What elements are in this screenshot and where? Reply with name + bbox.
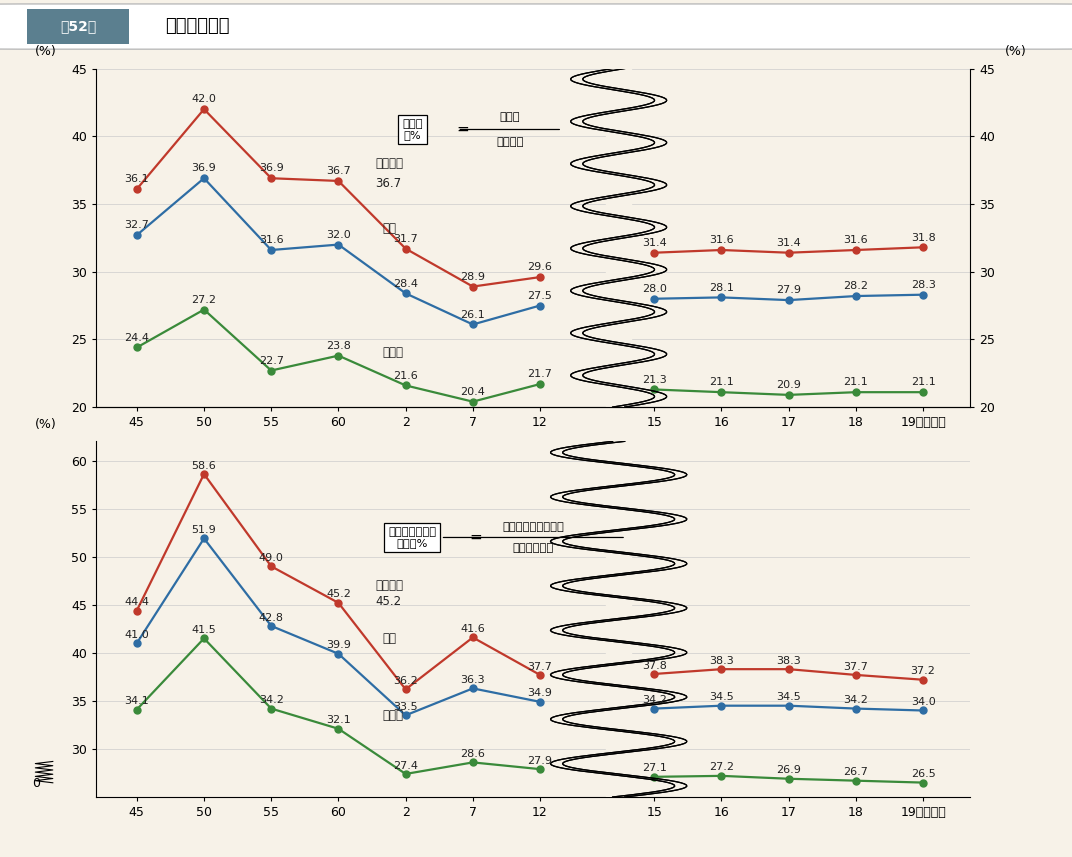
Text: 27.5: 27.5	[527, 291, 552, 301]
Text: 20.9: 20.9	[776, 381, 801, 390]
Text: 34.2: 34.2	[844, 695, 868, 705]
Text: 32.0: 32.0	[326, 230, 351, 240]
Text: 28.4: 28.4	[393, 279, 418, 289]
Text: 45.2: 45.2	[375, 596, 402, 608]
Text: 31.6: 31.6	[844, 236, 868, 245]
Text: 33.5: 33.5	[393, 702, 418, 712]
Text: 28.6: 28.6	[460, 749, 486, 759]
Text: 44.4: 44.4	[124, 597, 149, 607]
Text: 人件費: 人件費	[500, 112, 520, 122]
Text: 34.2: 34.2	[642, 695, 667, 705]
Text: 21.1: 21.1	[709, 377, 734, 387]
Text: 人件費充当一般財源: 人件費充当一般財源	[503, 522, 564, 532]
Text: (%): (%)	[35, 45, 57, 58]
Text: 26.7: 26.7	[844, 767, 868, 777]
Text: 21.6: 21.6	[393, 371, 418, 381]
Text: 31.8: 31.8	[911, 232, 936, 243]
Text: 純計: 純計	[382, 632, 397, 645]
Text: 37.7: 37.7	[527, 662, 552, 672]
Text: 都道府県: 都道府県	[375, 579, 403, 592]
Text: 36.9: 36.9	[192, 164, 217, 173]
Text: 26.9: 26.9	[776, 765, 801, 776]
Text: 27.2: 27.2	[192, 295, 217, 305]
Text: 純計: 純計	[382, 222, 397, 235]
Text: 49.0: 49.0	[258, 553, 284, 563]
Text: 34.2: 34.2	[258, 695, 284, 705]
Text: (%): (%)	[1006, 45, 1027, 58]
Text: =: =	[457, 122, 470, 137]
Text: 37.7: 37.7	[844, 662, 868, 672]
Text: 21.1: 21.1	[911, 377, 936, 387]
Text: 第52図: 第52図	[60, 19, 96, 33]
Text: 37.2: 37.2	[911, 667, 936, 676]
Text: 34.9: 34.9	[527, 688, 552, 698]
Text: 36.2: 36.2	[393, 676, 418, 686]
Text: 27.1: 27.1	[642, 764, 667, 774]
Text: 28.1: 28.1	[709, 283, 734, 292]
Text: 37.8: 37.8	[642, 661, 667, 671]
Text: 21.7: 21.7	[527, 369, 552, 380]
Text: 42.0: 42.0	[192, 94, 217, 105]
Text: 0: 0	[32, 777, 40, 790]
Text: 27.2: 27.2	[709, 763, 734, 772]
Text: 20.4: 20.4	[460, 387, 486, 397]
Bar	[606, 69, 631, 407]
Text: 41.0: 41.0	[124, 630, 149, 640]
Text: =: =	[470, 530, 482, 545]
Text: 31.4: 31.4	[776, 238, 801, 248]
Text: 24.4: 24.4	[124, 333, 149, 343]
Text: 34.0: 34.0	[911, 697, 936, 707]
Text: 27.9: 27.9	[527, 756, 552, 766]
Text: 36.7: 36.7	[375, 177, 402, 190]
Text: 31.6: 31.6	[710, 236, 734, 245]
Text: 38.3: 38.3	[709, 656, 734, 666]
Text: 36.9: 36.9	[258, 164, 284, 173]
Text: 28.2: 28.2	[844, 281, 868, 291]
Text: 人件費の推移: 人件費の推移	[165, 17, 230, 35]
Bar	[27, 9, 130, 44]
Text: (%): (%)	[35, 417, 57, 431]
Text: 歳出総額: 歳出総額	[496, 137, 523, 147]
Text: 一般財源総額: 一般財源総額	[512, 542, 554, 553]
Text: 23.8: 23.8	[326, 341, 351, 351]
Text: 28.0: 28.0	[642, 284, 667, 294]
Text: 31.6: 31.6	[259, 236, 283, 245]
Text: 45.2: 45.2	[326, 590, 351, 600]
Text: 34.5: 34.5	[776, 692, 801, 703]
Text: 34.1: 34.1	[124, 696, 149, 706]
Text: 28.9: 28.9	[460, 272, 486, 282]
Text: 58.6: 58.6	[192, 461, 217, 470]
Text: 34.5: 34.5	[709, 692, 734, 703]
Text: 31.7: 31.7	[393, 234, 418, 244]
Text: 都道府県: 都道府県	[375, 157, 403, 170]
Text: 51.9: 51.9	[192, 525, 217, 535]
Text: 42.8: 42.8	[258, 613, 284, 622]
Text: 27.4: 27.4	[393, 760, 418, 770]
Text: 28.3: 28.3	[911, 280, 936, 290]
Text: 29.6: 29.6	[527, 262, 552, 273]
Text: 市町村: 市町村	[382, 346, 403, 359]
Text: 39.9: 39.9	[326, 640, 351, 650]
Text: 32.1: 32.1	[326, 716, 351, 725]
Text: 市町村: 市町村	[382, 709, 403, 722]
Text: 21.1: 21.1	[844, 377, 868, 387]
Text: 26.1: 26.1	[461, 309, 486, 320]
Text: 一般財源充当額
構成比%: 一般財源充当額 構成比%	[388, 527, 436, 548]
Bar	[606, 441, 631, 797]
Text: 22.7: 22.7	[258, 356, 284, 366]
Text: 41.5: 41.5	[192, 625, 217, 635]
Text: 36.7: 36.7	[326, 166, 351, 177]
Text: 構成比
　%: 構成比 %	[402, 118, 422, 141]
Text: 36.3: 36.3	[461, 675, 486, 685]
Text: 36.1: 36.1	[124, 174, 149, 184]
Text: 26.5: 26.5	[911, 770, 936, 779]
Text: 32.7: 32.7	[124, 220, 149, 231]
Text: 38.3: 38.3	[776, 656, 801, 666]
Text: 41.6: 41.6	[461, 624, 486, 634]
Text: 31.4: 31.4	[642, 238, 667, 248]
FancyBboxPatch shape	[0, 4, 1072, 49]
Text: 21.3: 21.3	[642, 375, 667, 385]
Text: 27.9: 27.9	[776, 285, 801, 296]
